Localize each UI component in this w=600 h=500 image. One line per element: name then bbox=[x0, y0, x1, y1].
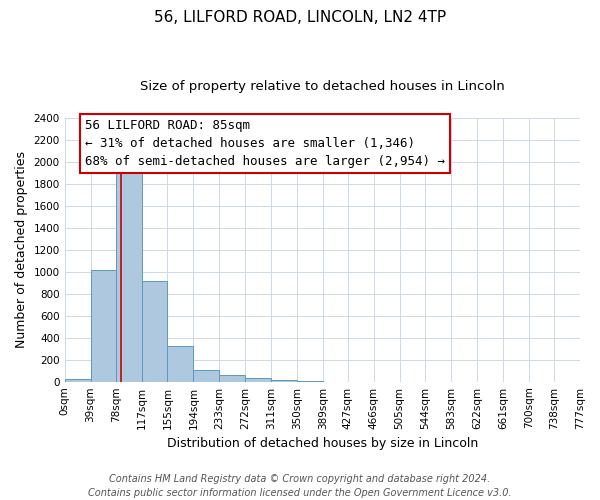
Bar bbox=[193, 370, 219, 382]
Text: 56, LILFORD ROAD, LINCOLN, LN2 4TP: 56, LILFORD ROAD, LINCOLN, LN2 4TP bbox=[154, 10, 446, 25]
Text: 56 LILFORD ROAD: 85sqm
← 31% of detached houses are smaller (1,346)
68% of semi-: 56 LILFORD ROAD: 85sqm ← 31% of detached… bbox=[85, 119, 445, 168]
Title: Size of property relative to detached houses in Lincoln: Size of property relative to detached ho… bbox=[140, 80, 505, 93]
Bar bbox=[116, 172, 142, 382]
Bar bbox=[297, 381, 323, 382]
Bar bbox=[271, 380, 297, 382]
X-axis label: Distribution of detached houses by size in Lincoln: Distribution of detached houses by size … bbox=[167, 437, 478, 450]
Bar bbox=[167, 346, 193, 382]
Bar bbox=[245, 378, 271, 382]
Bar bbox=[91, 270, 116, 382]
Bar bbox=[219, 375, 245, 382]
Text: Contains HM Land Registry data © Crown copyright and database right 2024.
Contai: Contains HM Land Registry data © Crown c… bbox=[88, 474, 512, 498]
Bar bbox=[65, 380, 91, 382]
Y-axis label: Number of detached properties: Number of detached properties bbox=[15, 151, 28, 348]
Bar bbox=[142, 280, 167, 382]
